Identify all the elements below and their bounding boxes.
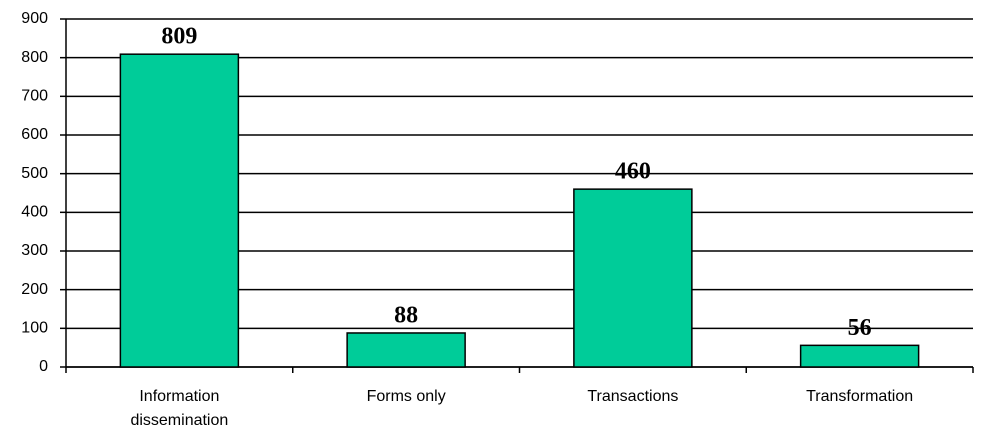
y-tick-label: 600 xyxy=(21,126,48,143)
value-label: 88 xyxy=(394,302,418,328)
x-tick-label: Forms only xyxy=(366,388,446,405)
y-tick-label: 800 xyxy=(21,49,48,66)
bar xyxy=(346,332,466,368)
y-tick-label: 200 xyxy=(21,281,48,298)
y-tick-label: 300 xyxy=(21,242,48,259)
y-tick-label: 700 xyxy=(21,88,48,105)
y-tick-label: 500 xyxy=(21,165,48,182)
bar xyxy=(799,344,920,368)
value-label: 809 xyxy=(161,24,197,50)
y-tick-label: 900 xyxy=(21,10,48,27)
bar xyxy=(573,188,693,368)
bar xyxy=(119,53,240,368)
y-tick-label: 0 xyxy=(39,358,48,375)
value-label: 56 xyxy=(848,315,872,341)
x-tick-label: Transformation xyxy=(806,388,914,405)
x-tick-label: Transactions xyxy=(587,388,679,405)
value-label: 460 xyxy=(615,159,651,185)
x-tick-label: Information dissemination xyxy=(130,388,229,429)
y-tick-label: 400 xyxy=(21,204,48,221)
y-tick-label: 100 xyxy=(21,320,48,337)
